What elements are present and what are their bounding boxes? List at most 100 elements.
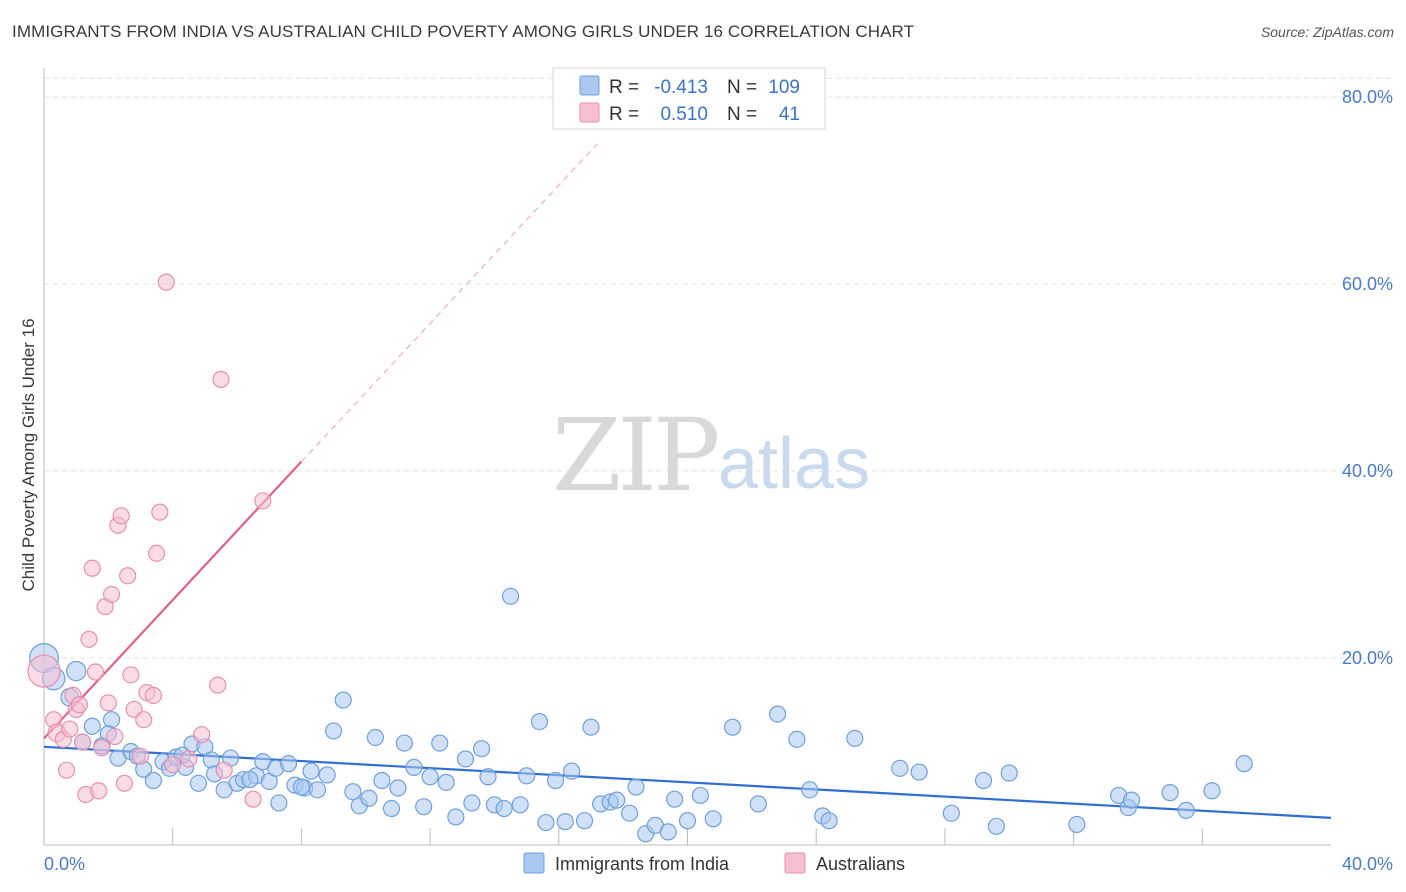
- legend-n-value-1: 109: [768, 77, 800, 98]
- india-point: [788, 730, 806, 748]
- india-point: [1161, 784, 1179, 802]
- india-point: [627, 778, 645, 796]
- india-point: [292, 778, 310, 796]
- india-point: [678, 812, 697, 830]
- india-point: [472, 740, 491, 758]
- legend-n-label-2: N =: [727, 104, 757, 125]
- x-tick-labels: 0.0% 40.0%: [44, 854, 1393, 874]
- india-point: [421, 768, 439, 786]
- india-point: [749, 795, 767, 813]
- india-point: [389, 779, 407, 797]
- india-point: [556, 813, 574, 831]
- australians-point: [115, 774, 134, 792]
- australians-point: [151, 503, 169, 521]
- correlation-legend: R = -0.413 N = 109 R = 0.510 N = 41: [552, 67, 826, 130]
- india-point: [537, 813, 555, 832]
- y-tick-label: 40.0%: [1342, 461, 1393, 481]
- india-point: [479, 768, 497, 786]
- india-point: [308, 781, 327, 799]
- australians-point: [27, 654, 61, 688]
- india-point: [501, 587, 520, 605]
- australians-point: [244, 790, 262, 808]
- india-point: [518, 767, 536, 785]
- australians-point: [164, 755, 182, 774]
- india-point: [691, 786, 709, 805]
- legend-swatch-blue: [579, 75, 600, 96]
- india-point: [279, 755, 298, 773]
- india-point: [202, 751, 220, 769]
- legend-swatch-pink: [579, 102, 600, 123]
- india-point: [405, 758, 423, 776]
- australians-point: [70, 696, 88, 714]
- australians-point: [99, 694, 117, 712]
- india-point: [723, 718, 742, 736]
- india-point: [382, 799, 401, 818]
- india-point: [437, 773, 455, 791]
- india-point: [344, 783, 362, 801]
- legend-n-label-1: N =: [727, 77, 757, 98]
- india-point: [820, 812, 838, 830]
- australians-point: [83, 559, 101, 577]
- india-point: [360, 789, 378, 807]
- australians-point: [61, 720, 79, 738]
- india-point: [463, 794, 481, 812]
- australians-point: [180, 750, 198, 768]
- india-point: [144, 771, 162, 790]
- india-point: [395, 734, 413, 752]
- legend-r-value-2: 0.510: [660, 104, 708, 125]
- india-point: [270, 794, 288, 812]
- india-point: [324, 722, 343, 740]
- australians-point: [131, 747, 150, 765]
- australians-point: [102, 585, 121, 604]
- india-point: [366, 728, 385, 747]
- india-point: [241, 770, 259, 789]
- watermark: ZIP atlas: [552, 397, 870, 514]
- watermark-atlas: atlas: [718, 424, 870, 504]
- australians-point: [144, 686, 162, 705]
- india-point: [530, 712, 549, 731]
- scatter-points: [27, 273, 1253, 843]
- australians-point: [90, 782, 108, 800]
- australians-point: [122, 666, 140, 684]
- india-point: [83, 717, 101, 735]
- india-point: [415, 798, 433, 816]
- y-tick-label: 60.0%: [1342, 274, 1393, 294]
- india-point: [942, 804, 960, 822]
- series-legend: Immigrants from India Australians: [523, 852, 905, 874]
- australians-point: [80, 630, 98, 648]
- australians-point: [209, 676, 227, 694]
- india-point: [373, 771, 391, 790]
- india-point: [456, 750, 475, 768]
- australians-point: [86, 663, 105, 681]
- australians-point: [254, 492, 272, 510]
- india-point: [1235, 755, 1253, 773]
- watermark-zip: ZIP: [552, 397, 717, 514]
- y-tick-label: 20.0%: [1342, 648, 1393, 668]
- india-point: [65, 660, 87, 682]
- australians-point: [74, 733, 92, 751]
- india-point: [891, 759, 909, 777]
- india-point: [1203, 782, 1221, 800]
- australians-point: [119, 567, 137, 585]
- india-point: [302, 762, 320, 780]
- india-point: [318, 766, 336, 784]
- australians-point: [106, 727, 124, 746]
- india-point: [1122, 791, 1141, 809]
- india-point: [546, 771, 565, 790]
- legend-r-label-1: R =: [609, 77, 639, 98]
- india-point: [620, 804, 639, 822]
- australians-point: [157, 273, 175, 291]
- australians-point: [148, 544, 166, 562]
- y-axis-label: Child Poverty Among Girls Under 16: [19, 318, 38, 591]
- india-point: [846, 729, 864, 748]
- india-point: [582, 718, 600, 736]
- india-point: [431, 734, 449, 752]
- gridlines: [44, 77, 1394, 659]
- series-legend-label-australians: Australians: [816, 854, 905, 874]
- india-point: [102, 711, 121, 729]
- australians-point: [93, 739, 111, 757]
- australians-point: [212, 370, 230, 388]
- chart-title: IMMIGRANTS FROM INDIA VS AUSTRALIAN CHIL…: [12, 22, 915, 41]
- india-point: [495, 799, 513, 818]
